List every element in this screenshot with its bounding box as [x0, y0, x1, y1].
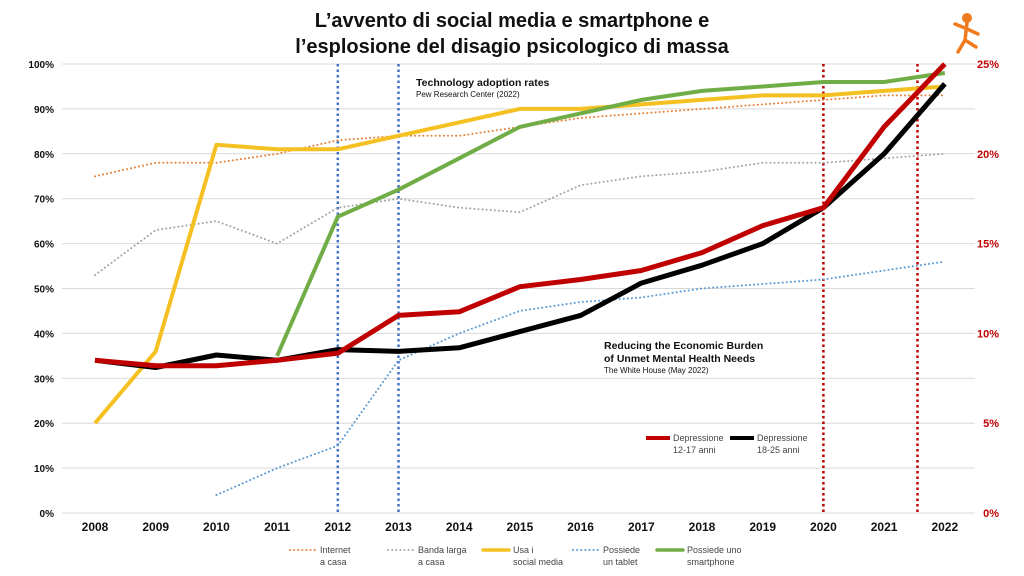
legend-label-dep1217: Depressione	[673, 433, 724, 443]
annotation-whitehouse: Reducing the Economic Burden of Unmet Me…	[604, 340, 763, 375]
series-line-banda	[94, 152, 946, 276]
series-group	[93, 62, 947, 496]
y-left-tick-label: 70%	[34, 195, 54, 206]
y-left-tick-label: 100%	[28, 60, 54, 71]
legend-label-smartphone: Possiede uno	[687, 545, 742, 555]
y-left-tick-label: 0%	[40, 509, 55, 520]
series-line-tablet	[215, 260, 946, 496]
y-left-tick-label: 90%	[34, 105, 54, 116]
legend-label-dep1825-2: 18-25 anni	[757, 445, 800, 455]
x-tick-label: 2014	[446, 520, 473, 534]
legend-label-internet: Internet	[320, 545, 351, 555]
y-axis-left: 0% 10% 20% 30% 40% 50% 60% 70% 80% 90% 100%	[28, 60, 54, 520]
y-right-tick-label: 20%	[977, 149, 999, 161]
legend-label-social: Usa i	[513, 545, 534, 555]
series-line-dep1217	[94, 62, 947, 369]
series-line-internet	[94, 94, 946, 178]
x-axis: 2008 2009 2010 2011 2012 2013 2014 2015 2016 2017…	[82, 520, 959, 534]
legend-label-banda-2: a casa	[418, 557, 445, 567]
chart-title-line-1: L’avvento di social media e smartphone e	[315, 10, 710, 32]
y-left-tick-label: 80%	[34, 150, 54, 161]
annotation-wh-line-1: Reducing the Economic Burden	[604, 340, 763, 352]
x-tick-label: 2011	[264, 520, 290, 534]
legend-bottom: Internet a casa Banda larga a casa Usa i soci…	[289, 545, 742, 567]
y-axis-right: 0% 5% 10% 15% 20% 25%	[977, 59, 999, 520]
x-tick-label: 2017	[628, 520, 655, 534]
x-tick-label: 2008	[82, 520, 109, 534]
y-left-tick-label: 30%	[34, 374, 54, 385]
legend-label-tablet-2: un tablet	[603, 557, 638, 567]
series-line-dep1825	[94, 82, 947, 370]
chart-title-line-2: l’esplosione del disagio psicologico di …	[295, 36, 729, 58]
annotation-tech-source: Pew Research Center (2022)	[416, 90, 520, 99]
y-right-tick-label: 15%	[977, 239, 999, 251]
annotation-tech-title: Technology adoption rates	[416, 77, 550, 89]
annotation-wh-line-2: of Unmet Mental Health Needs	[604, 353, 755, 365]
legend-label-internet-2: a casa	[320, 557, 347, 567]
y-right-tick-label: 10%	[977, 328, 999, 340]
x-tick-label: 2012	[324, 520, 351, 534]
legend-label-tablet: Possiede	[603, 545, 640, 555]
series-line-social	[93, 84, 945, 425]
series-line-smartphone	[275, 71, 946, 357]
x-tick-label: 2022	[931, 520, 958, 534]
reference-lines	[336, 64, 919, 513]
annotation-wh-source: The White House (May 2022)	[604, 366, 709, 375]
y-left-tick-label: 10%	[34, 464, 54, 475]
legend-label-smartphone-2: smartphone	[687, 557, 735, 567]
x-tick-label: 2020	[810, 520, 837, 534]
annotation-tech: Technology adoption rates Pew Research C…	[416, 77, 550, 99]
y-left-tick-label: 40%	[34, 329, 54, 340]
y-right-tick-label: 5%	[983, 418, 999, 430]
y-left-tick-label: 60%	[34, 240, 54, 251]
y-right-tick-label: 0%	[983, 508, 999, 520]
x-tick-label: 2018	[689, 520, 716, 534]
x-tick-label: 2015	[507, 520, 534, 534]
x-tick-label: 2013	[385, 520, 412, 534]
legend-label-banda: Banda larga	[418, 545, 467, 555]
y-left-tick-label: 20%	[34, 419, 54, 430]
x-tick-label: 2010	[203, 520, 230, 534]
legend-label-dep1217-2: 12-17 anni	[673, 445, 716, 455]
y-right-tick-label: 25%	[977, 59, 999, 71]
y-left-tick-label: 50%	[34, 285, 54, 296]
legend-label-dep1825: Depressione	[757, 433, 808, 443]
legend-label-social-2: social media	[513, 557, 563, 567]
x-tick-label: 2019	[749, 520, 776, 534]
x-tick-label: 2009	[142, 520, 169, 534]
x-tick-label: 2016	[567, 520, 594, 534]
person-logo	[953, 13, 980, 54]
legend-inset: Depressione 12-17 anni Depressione 18-25 an…	[646, 433, 808, 455]
x-tick-label: 2021	[871, 520, 898, 534]
